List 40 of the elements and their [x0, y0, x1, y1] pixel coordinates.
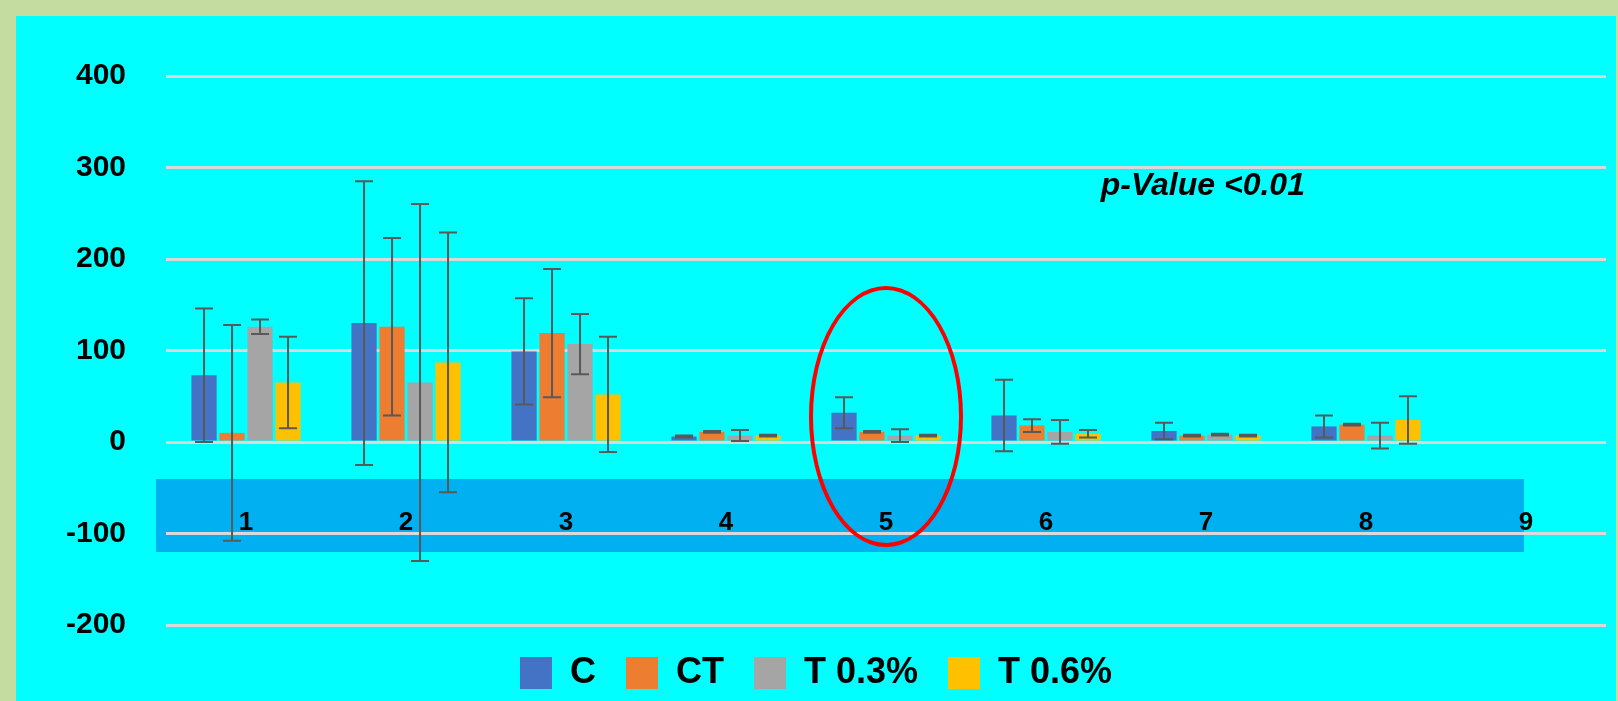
x-tick-label: 1	[238, 505, 254, 536]
bar	[1395, 420, 1421, 441]
bar	[351, 323, 377, 441]
x-tick-label: 5	[878, 505, 894, 536]
y-tick-label: -100	[66, 514, 127, 548]
bar	[991, 415, 1017, 441]
x-tick-label: 6	[1038, 505, 1054, 536]
bar	[595, 394, 621, 441]
bar	[511, 351, 537, 441]
y-tick-label: 200	[75, 240, 127, 274]
y-tick-label: 0	[109, 423, 127, 457]
legend-label: CT	[675, 649, 724, 691]
bar	[887, 435, 913, 441]
bar	[539, 333, 565, 441]
bar	[219, 432, 245, 441]
bar	[1367, 435, 1393, 441]
bar	[435, 362, 461, 441]
x-tick-label: 3	[558, 505, 574, 536]
bar	[247, 326, 273, 441]
x-tick-label: 4	[718, 505, 734, 536]
bar	[831, 412, 857, 441]
y-tick-label: 100	[75, 331, 127, 365]
y-tick-label: 400	[75, 57, 127, 91]
bar	[1339, 424, 1365, 441]
y-tick-label: -200	[66, 606, 127, 640]
legend-label: T 0.6%	[997, 649, 1113, 691]
x-tick-label: 7	[1198, 505, 1214, 536]
bar	[379, 326, 405, 441]
bar	[1047, 431, 1073, 441]
annotation: p-Value <0.01	[1099, 165, 1305, 202]
x-tick-label: 9	[1518, 505, 1534, 536]
bar	[191, 375, 217, 441]
legend-label: C	[569, 649, 596, 691]
bar	[567, 344, 593, 441]
y-tick-label: 300	[75, 148, 127, 182]
x-tick-label: 8	[1358, 505, 1374, 536]
bar	[407, 382, 433, 441]
bar	[275, 382, 301, 441]
legend-label: T 0.3%	[803, 649, 918, 691]
x-tick-label: 2	[398, 505, 414, 536]
